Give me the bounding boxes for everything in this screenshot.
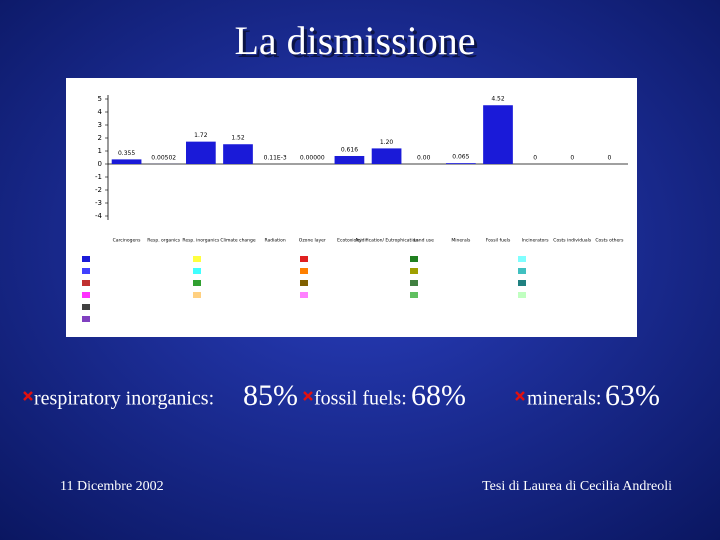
value-label: 0.00502 [151,154,176,161]
bar [371,148,402,164]
bullet-label: respiratory inorganics: [34,388,214,410]
x-tick-label: Incinerators [522,238,549,244]
y-tick-label: -1 [95,173,102,181]
value-label: 0.065 [452,154,469,161]
value-label: 0 [608,155,612,162]
y-tick-label: 3 [98,121,102,129]
y-tick-label: -4 [95,212,103,220]
x-tick-label: Costs others [595,238,624,244]
legend-swatches [82,256,526,322]
bullet-icons [23,391,525,401]
title: La dismissione [234,18,475,63]
bullet-value: 68% [411,379,466,412]
bullet-label: fossil fuels: [314,388,407,410]
bullet-value: 85% [243,379,298,412]
bullet-label: minerals: [527,388,601,410]
value-label: 0.355 [118,150,135,157]
value-label: 0 [533,155,537,162]
y-tick-label: 4 [98,108,103,116]
value-label: 0.00000 [300,155,325,162]
x-tick-label: Ozone layer [299,238,326,244]
footer-date: 11 Dicembre 2002 [60,479,164,494]
bar [186,141,216,164]
y-tick-label: -3 [95,199,102,207]
x-tick-label: Resp. organics [147,238,180,244]
title-shadow: La dismissione [237,21,478,66]
y-tick-label: 1 [98,147,102,155]
value-label: 0.616 [341,146,358,153]
x-tick-label: Carcinogens [113,238,141,244]
bar [446,163,476,164]
y-tick-label: -2 [95,186,102,194]
y-tick-label: 0 [98,160,102,168]
y-tick-label: 2 [98,134,102,142]
chart: -4 -3 -2 -1 0 1 2 3 4 5 Carcinogens 0.355 Resp. orga… [95,95,628,244]
value-label: 1.52 [231,135,245,142]
bar [223,144,253,164]
x-tick-label: Acidification/ Eutrophication [355,238,418,244]
bar [483,105,513,164]
value-label: 1.72 [194,132,208,139]
value-label: 0.00 [417,155,431,162]
value-label: 4.52 [491,96,505,103]
bullet-value: 63% [605,379,660,412]
x-tick-label: Ecotoxicity [337,238,362,244]
footer-author: Tesi di Laurea di Cecilia Andreoli [482,479,672,494]
value-label: 0 [570,155,574,162]
value-label: 0.11E-3 [264,154,287,161]
y-tick-label: 5 [98,95,102,103]
bar [111,159,142,164]
x-tick-label: Costs individuals [553,238,592,244]
bar [334,155,365,164]
x-tick-label: Climate change [220,238,256,244]
value-label: 1.20 [380,139,394,146]
x-tick-label: Land use [414,238,435,244]
x-tick-label: Fossil fuels [486,238,511,244]
x-tick-label: Resp. inorganics [182,238,220,244]
x-tick-label: Radiation [265,238,286,244]
x-tick-label: Minerals [451,238,471,244]
chart-panel [66,78,637,337]
